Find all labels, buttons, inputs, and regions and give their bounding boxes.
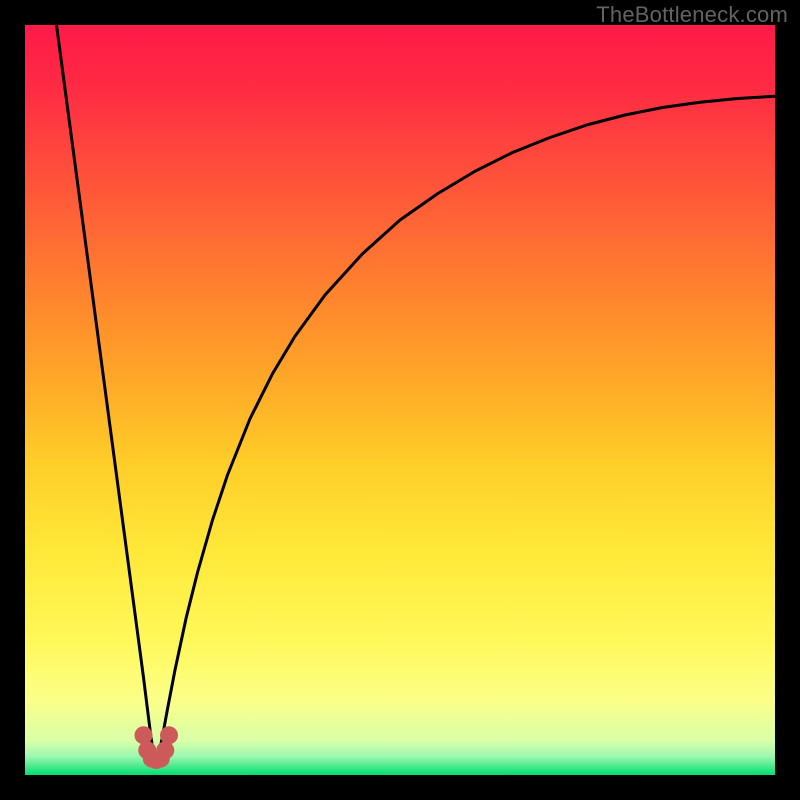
dip-marker — [135, 726, 153, 744]
bottleneck-chart — [0, 0, 800, 800]
watermark-text: TheBottleneck.com — [596, 2, 788, 28]
dip-marker — [156, 741, 174, 759]
dip-marker — [160, 726, 178, 744]
gradient-background — [25, 25, 775, 775]
plot-area — [25, 25, 775, 775]
chart-container: TheBottleneck.com — [0, 0, 800, 800]
